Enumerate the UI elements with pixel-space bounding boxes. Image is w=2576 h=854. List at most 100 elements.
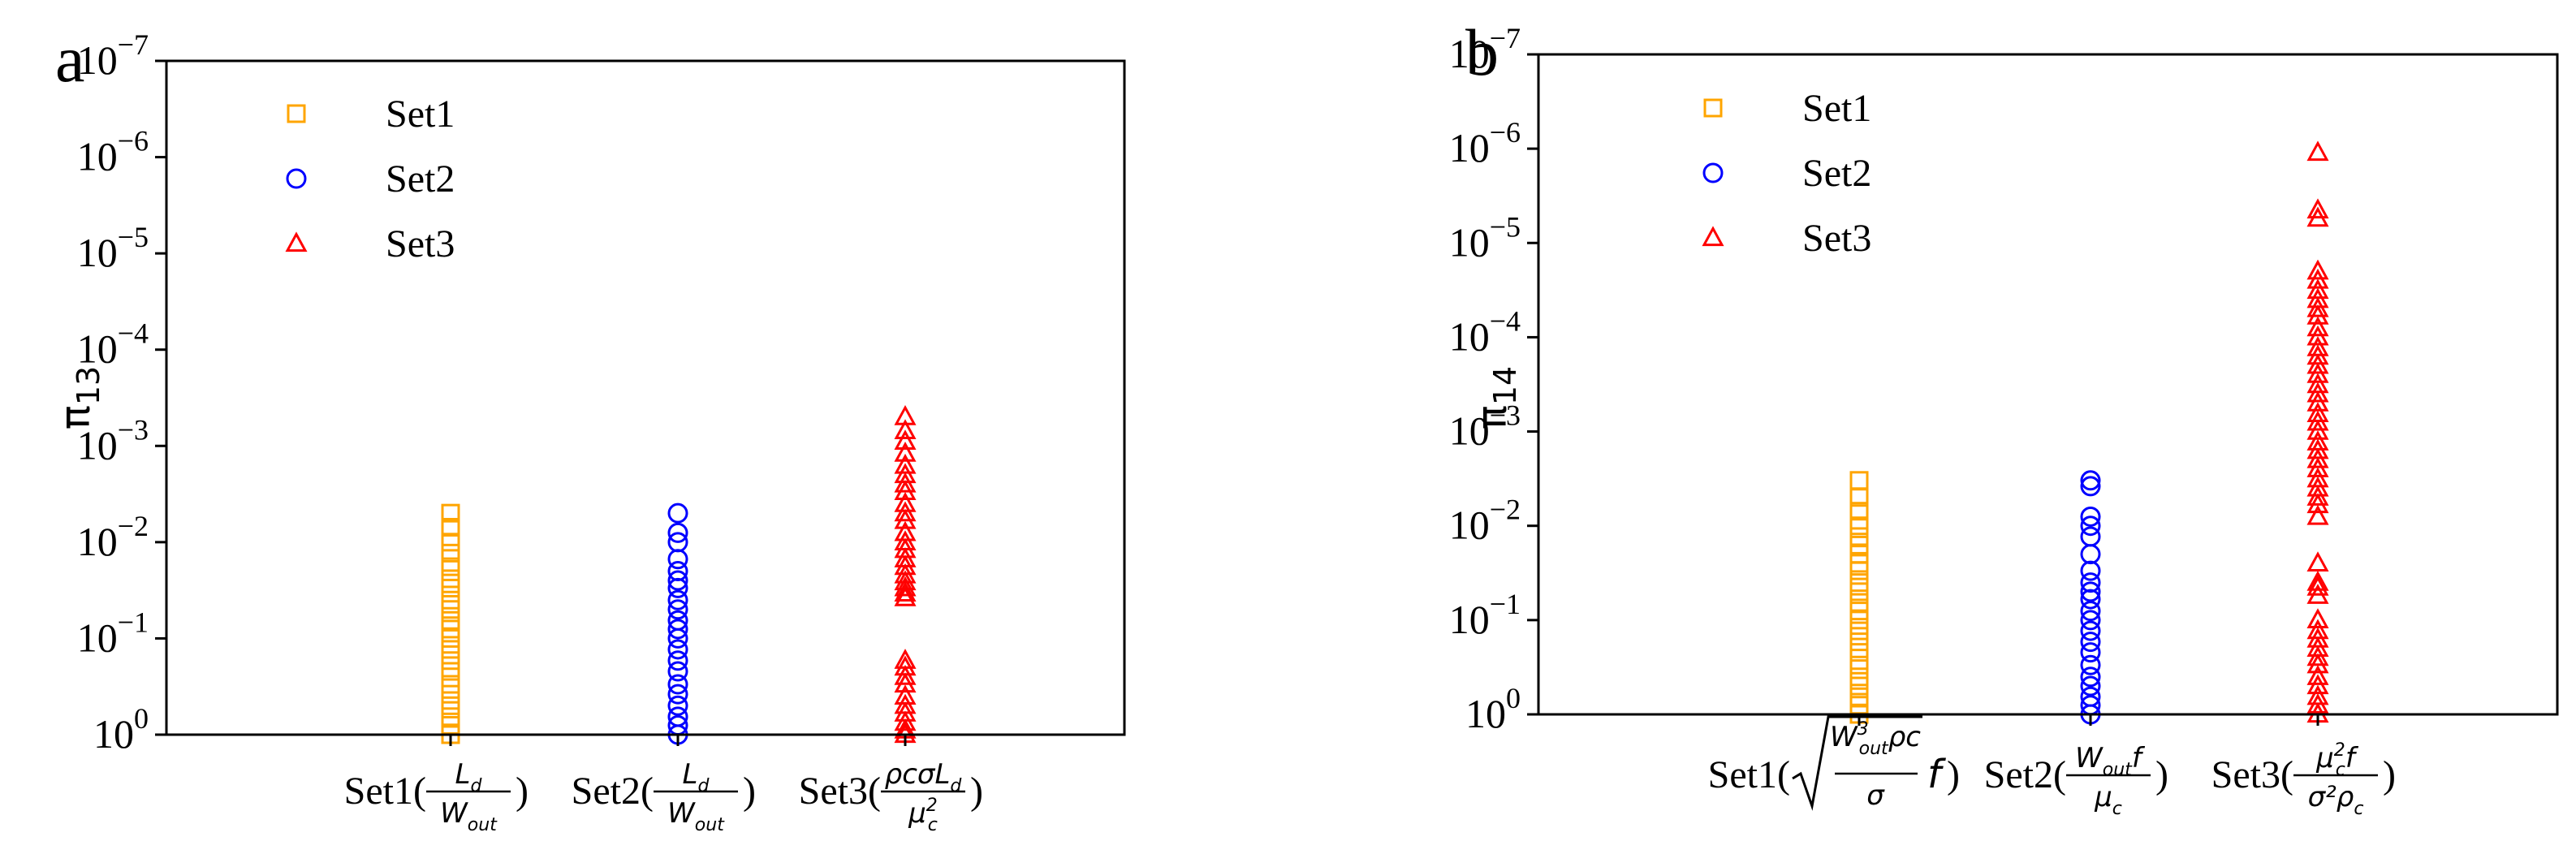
data-point (2306, 447, 2329, 468)
series-Set3 (2306, 140, 2329, 723)
data-point (2306, 485, 2329, 506)
data-point (441, 517, 460, 537)
data-point (894, 429, 917, 450)
svg-text:μ2c: μ2 c (908, 796, 938, 835)
series-Set1 (441, 503, 460, 744)
data-point (667, 628, 688, 649)
data-point (2080, 470, 2101, 491)
data-point (894, 664, 917, 685)
data-point (2306, 608, 2329, 628)
legend-item-Set2: Set2 (1702, 152, 1871, 195)
svg-text:Set1(: Set1( (1708, 753, 1790, 796)
legend-item-Set1: Set1 (287, 93, 455, 136)
svg-text:μc: μc (2094, 781, 2122, 819)
data-point (2080, 601, 2101, 622)
svg-text:): ) (2155, 753, 2168, 796)
data-point (441, 662, 460, 681)
data-point (1849, 643, 1869, 662)
data-point (2306, 296, 2329, 317)
y-axis-label-symbol: π (52, 405, 99, 429)
y-tick-label: 10−5 (77, 221, 149, 275)
y-tick-label: 10−3 (77, 413, 149, 468)
data-point (894, 672, 917, 693)
data-point (667, 589, 688, 610)
data-point (1849, 655, 1869, 675)
data-point (2306, 575, 2329, 596)
data-point (894, 501, 917, 522)
data-point (2306, 390, 2329, 412)
data-point (2306, 353, 2329, 374)
data-point (2306, 419, 2329, 440)
svg-text:Set3(: Set3( (2211, 753, 2293, 796)
data-point (441, 628, 460, 648)
legend-label: Set1 (1802, 87, 1871, 130)
data-point (1849, 676, 1869, 696)
series-Set1 (1849, 471, 1869, 724)
y-tick-label: 10−1 (77, 606, 149, 660)
svg-text:): ) (970, 770, 983, 813)
y-axis-label: π13 (52, 366, 106, 429)
series-Set2 (2080, 470, 2101, 725)
data-point (2306, 198, 2329, 219)
legend: Set1 Set2 Set3 (285, 93, 455, 265)
y-tick-label: 10−4 (77, 317, 149, 372)
data-point (2080, 666, 2101, 688)
y-axis-ticks: 100 10−1 10−2 10−3 10−4 10−5 10−6 10−7 (1449, 22, 1538, 736)
data-point (2080, 476, 2101, 497)
data-point (2306, 325, 2329, 346)
data-point (894, 419, 917, 440)
data-point (441, 503, 460, 523)
legend-marker (1702, 226, 1724, 247)
svg-text:): ) (516, 770, 529, 813)
data-point (2080, 572, 2101, 593)
data-point (894, 576, 917, 597)
y-axis-label-subscript: 14 (1487, 366, 1523, 405)
y-tick-label: 10−1 (1449, 588, 1521, 642)
panel-label: a (55, 22, 84, 96)
data-point (441, 543, 460, 563)
data-point (2306, 693, 2329, 714)
legend-item-Set2: Set2 (286, 157, 455, 201)
legend-label: Set2 (386, 157, 455, 201)
data-point (894, 710, 917, 731)
data-point (2080, 654, 2101, 675)
data-points (1849, 140, 2329, 725)
legend-label: Set1 (386, 93, 455, 136)
data-point (2080, 544, 2101, 565)
data-point (2080, 620, 2101, 641)
data-point (1849, 621, 1869, 640)
legend-item-Set3: Set3 (1702, 217, 1871, 260)
data-point (2306, 457, 2329, 477)
data-point (2306, 665, 2329, 685)
panel-label: b (1465, 15, 1499, 89)
x-tick-label: Set1(W3 outρc σ f) (1708, 715, 1960, 812)
data-point (2306, 268, 2329, 289)
y-tick-label: 10−4 (1449, 304, 1521, 359)
y-tick-label: 10−7 (77, 28, 149, 83)
data-point (441, 684, 460, 704)
svg-text:ρcσLd: ρcσLd (885, 758, 963, 796)
y-axis-label: π14 (1469, 366, 1523, 429)
data-point (667, 577, 688, 598)
legend-label: Set2 (1802, 152, 1871, 195)
data-point (894, 480, 917, 500)
svg-text:π13: π13 (52, 366, 106, 429)
svg-text:Wout: Wout (440, 797, 498, 835)
data-point (2306, 571, 2329, 591)
data-point (441, 651, 460, 671)
data-point (667, 522, 688, 543)
series-Set3 (894, 404, 917, 744)
data-point (1849, 516, 1869, 536)
data-point (2080, 526, 2101, 547)
data-point (2080, 589, 2101, 610)
svg-text:f: f (1927, 752, 1946, 797)
data-point (894, 585, 917, 606)
data-point (2080, 515, 2101, 537)
data-point (667, 650, 688, 671)
